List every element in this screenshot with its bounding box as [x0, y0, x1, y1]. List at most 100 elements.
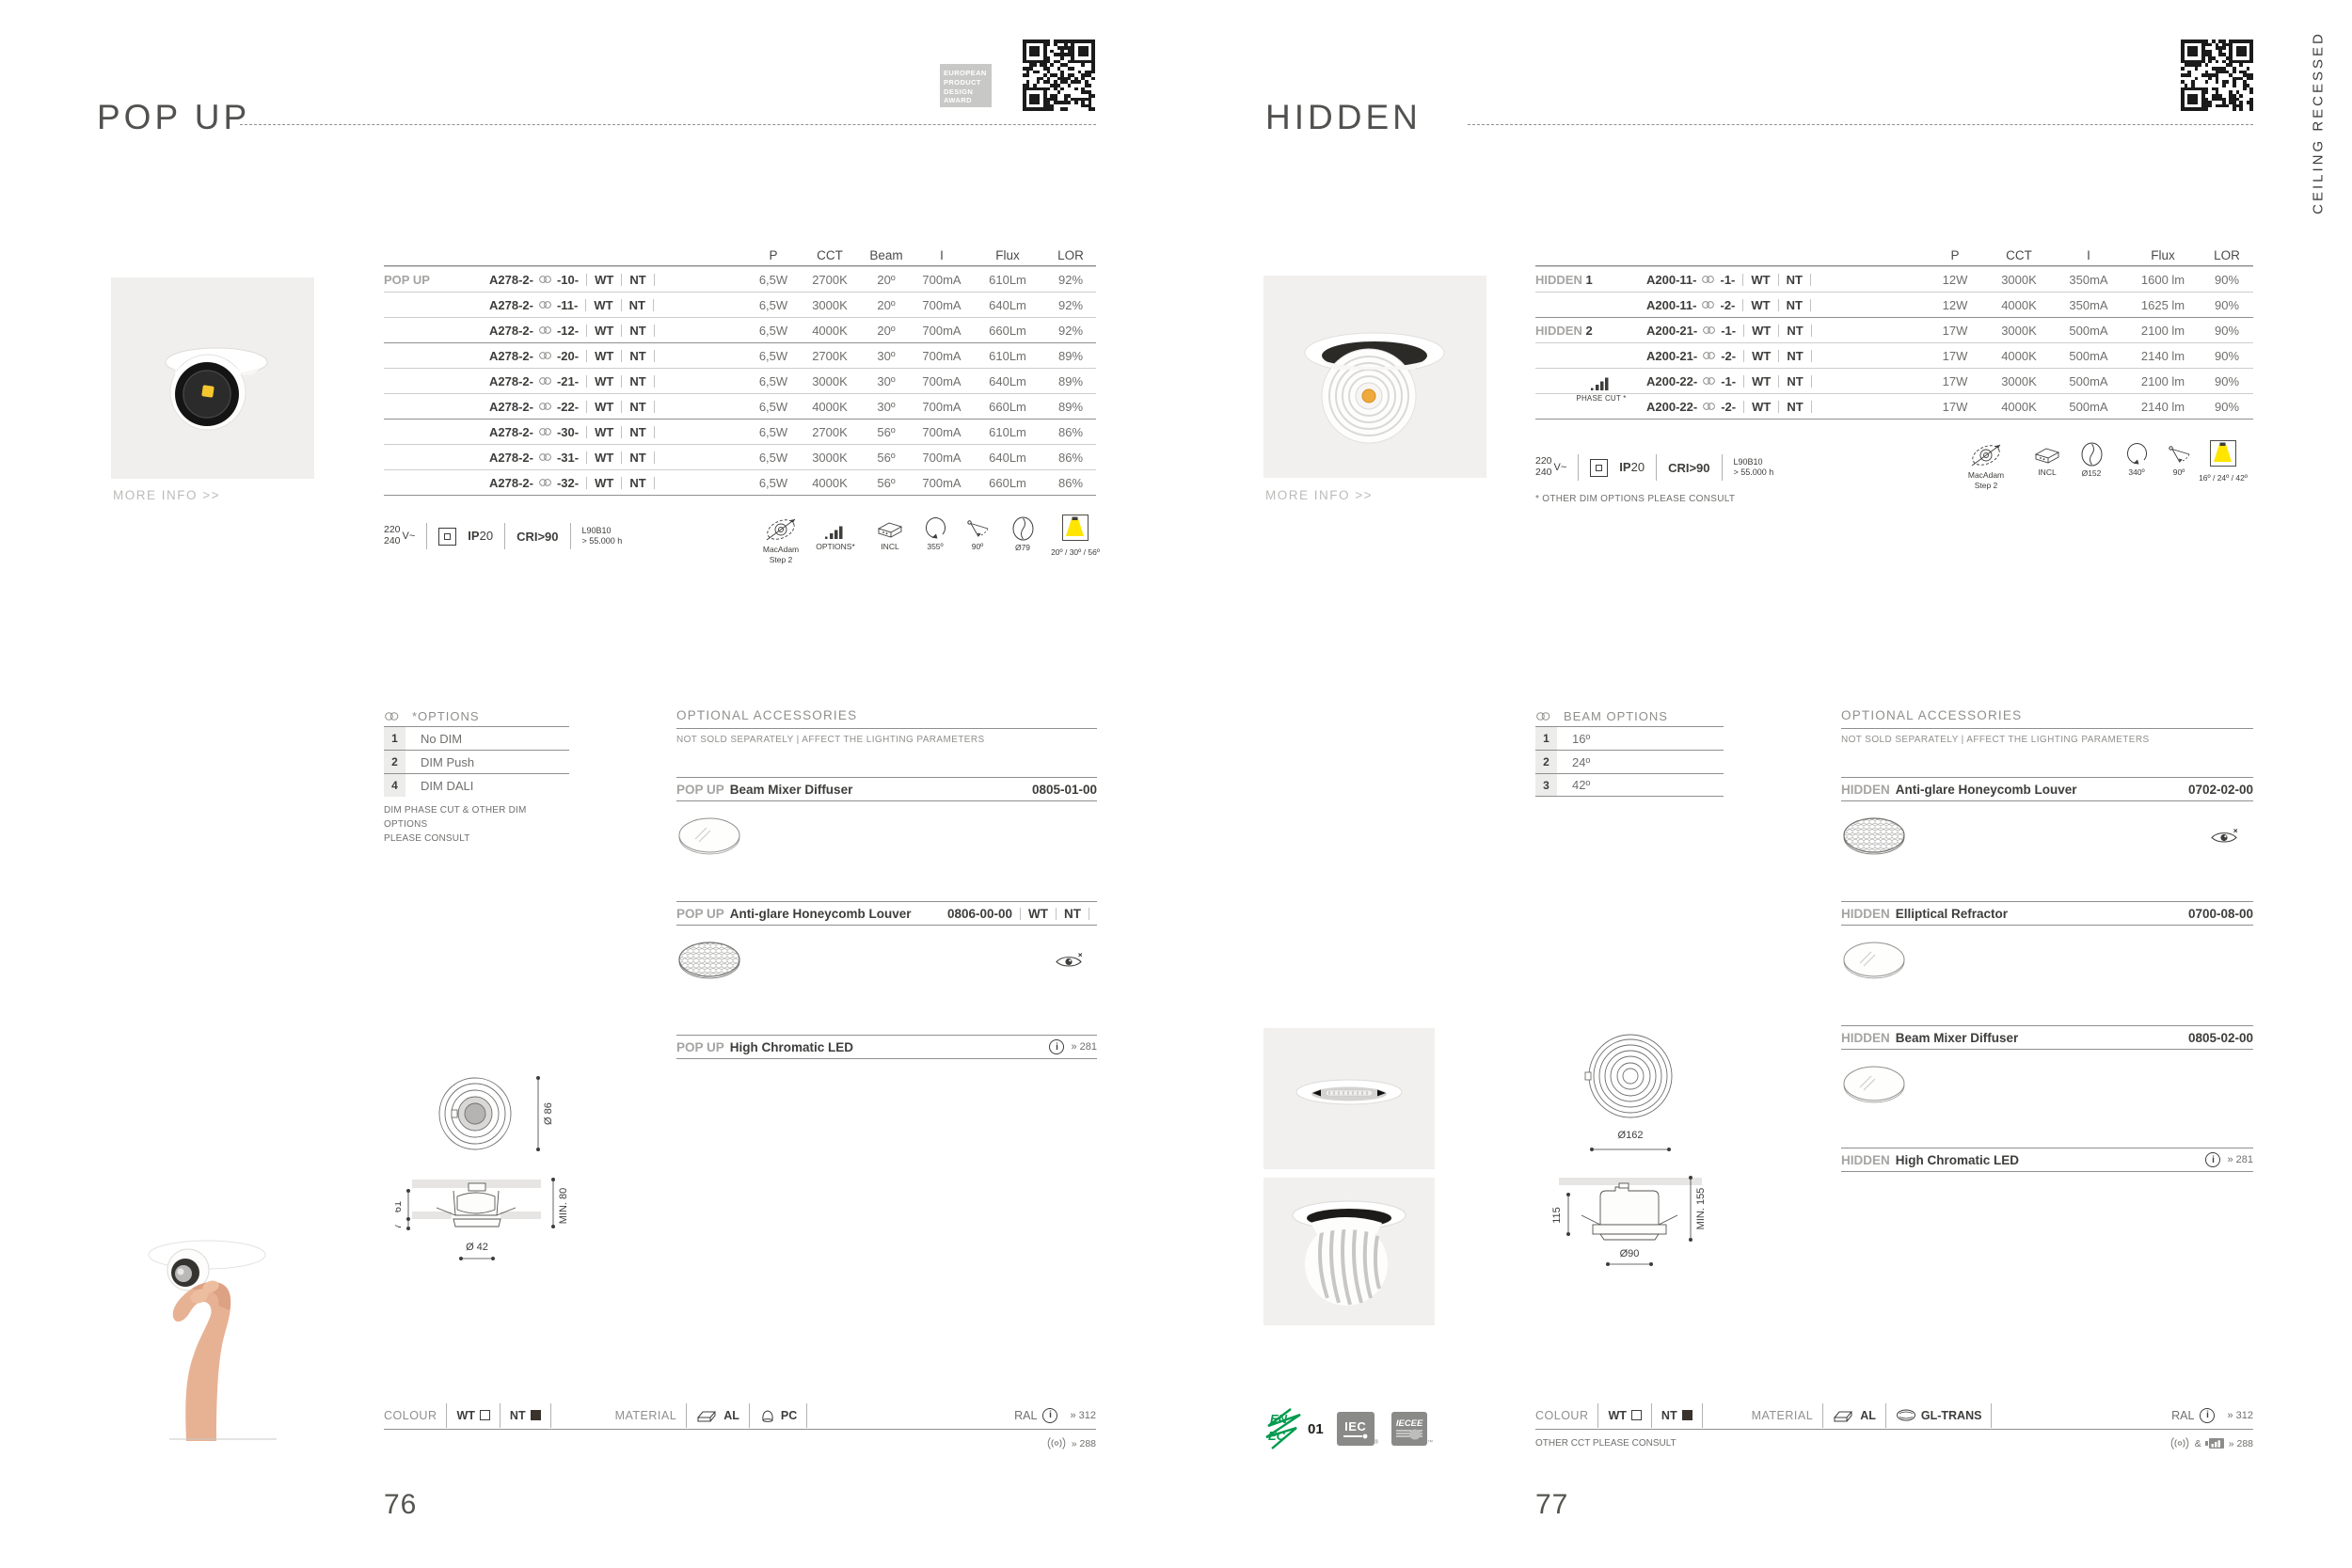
honeycomb-disc-drawing: [1841, 815, 2253, 858]
tilt-icon: 90º: [950, 518, 1005, 552]
svg-text:Ø162: Ø162: [1618, 1130, 1644, 1141]
table-row: A278-2- -32- WT NT 6,5W 4000K 56º 700mA 660Lm 86…: [384, 469, 1096, 495]
beam-option-row: 2 24º: [1535, 750, 1724, 773]
svg-text:EC: EC: [1268, 1429, 1286, 1443]
svg-text:Ø90: Ø90: [1620, 1248, 1640, 1259]
more-info-link-popup[interactable]: MORE INFO >>: [113, 488, 221, 502]
accessory-elliptical-refractor: HIDDEN Elliptical Refractor 0700-08-00: [1841, 901, 2253, 982]
accessories-title: OPTIONAL ACCESSORIES: [676, 708, 1097, 729]
rotation-icon: 340º: [2109, 443, 2164, 478]
recessed-mount-icon: [1590, 458, 1609, 477]
svg-text:MIN. 80: MIN. 80: [558, 1188, 569, 1225]
col-i: I: [2087, 247, 2090, 262]
accessory-beam-mixer: HIDDEN Beam Mixer Diffuser 0805-02-00: [1841, 1025, 2253, 1106]
dim-option-rings-icon: [385, 711, 399, 721]
dimmer-icon: [2204, 1438, 2224, 1449]
popup-footer: COLOUR WT NT MATERIAL AL PC RAL i» 312 » …: [384, 1402, 1096, 1450]
svg-text:Ø 42: Ø 42: [466, 1242, 488, 1253]
ip-rating: IP20: [468, 529, 494, 543]
page-reference: » 281: [2227, 1154, 2253, 1165]
info-icon: i: [2200, 1407, 2216, 1423]
lifetime-spec: L90B10 > 55.000 h: [1733, 456, 1774, 477]
hidden-accessories: OPTIONAL ACCESSORIES NOT SOLD SEPARATELY…: [1841, 708, 2253, 1197]
glass-translucent-icon: [1896, 1409, 1915, 1421]
hidden-electrical-specs: 220 240 V~ IP20 CRI>90 L90B10 > 55.000 h: [1535, 448, 1773, 487]
accessories-subtitle: NOT SOLD SEPARATELY | AFFECT THE LIGHTIN…: [1841, 735, 2150, 745]
page-title-popup: POP UP: [97, 98, 251, 136]
visual-comfort-eye-icon: [1056, 953, 1083, 967]
white-swatch: [479, 1410, 490, 1420]
colour-label: COLOUR: [384, 1408, 437, 1422]
hidden-spec-table: P CCT I Flux LOR HIDDEN 1 A200-11- -1- WT N…: [1535, 245, 2253, 420]
table-row: A200-21- -2- WT NT 17W 4000K 500mA 2140 lm 90%: [1535, 342, 2253, 368]
product-photo-hidden: [1263, 276, 1486, 478]
ip-rating: IP20: [1619, 460, 1645, 474]
col-cct: CCT: [2006, 247, 2032, 262]
category-side-label: CEILING RECESSED: [2310, 31, 2327, 214]
col-cct: CCT: [817, 247, 843, 262]
enec-logo: EN EC 01: [1259, 1405, 1324, 1452]
hand-adjusting-fixture-photo: [148, 1240, 277, 1441]
page-reference: » 288: [2228, 1437, 2253, 1449]
col-p: P: [769, 247, 778, 262]
table-row: A278-2- -20- WT NT 6,5W 2700K 30º 700mA 610Lm 89…: [384, 342, 1096, 368]
black-swatch: [530, 1410, 541, 1420]
certifications: EN EC 01 IEC ® IECEE ™: [1259, 1405, 1433, 1452]
hidden-closed-photo: [1263, 1028, 1435, 1169]
ral-label: RAL: [2171, 1408, 2195, 1422]
options-note: DIM PHASE CUT & OTHER DIM OPTIONS PLEASE …: [384, 805, 527, 844]
svg-text:7: 7: [395, 1224, 404, 1229]
table-row: A278-2- -21- WT NT 6,5W 3000K 30º 700mA 640Lm 89…: [384, 368, 1096, 393]
table-header: P CCT I Flux LOR: [1535, 245, 2253, 266]
hidden-beam-options-table: BEAM OPTIONS 1 16º 2 24º 3 42º: [1535, 705, 1724, 797]
popup-dimension-drawing: Ø 86 61 7 MIN. 80 Ø 42: [395, 1075, 569, 1260]
product-photo-popup: [111, 277, 314, 479]
visual-comfort-eye-icon: [2211, 829, 2238, 843]
black-swatch: [1681, 1410, 1692, 1420]
hidden-extended-photo: [1263, 1178, 1435, 1325]
page-reference: » 312: [2227, 1409, 2253, 1421]
dim-options-icon: OPTIONS*: [808, 520, 863, 552]
info-icon: i: [1049, 1039, 1065, 1054]
cutout-icon: Ø79: [995, 516, 1050, 553]
wireless-control-icon: [1047, 1437, 1066, 1449]
accessory-honeycomb-louver: POP UP Anti-glare Honeycomb Louver 0806-…: [676, 901, 1097, 982]
svg-text:Ø 86: Ø 86: [543, 1102, 554, 1125]
option-row: 2 DIM Push: [384, 750, 569, 773]
white-swatch: [1630, 1410, 1642, 1420]
table-header: P CCT Beam I Flux LOR: [384, 245, 1096, 266]
more-info-link-hidden[interactable]: MORE INFO >>: [1265, 488, 1374, 502]
voltage-spec: 220 240 V~: [1535, 455, 1567, 478]
info-icon: i: [1042, 1407, 1058, 1423]
tilt-icon: 90º: [2152, 444, 2206, 478]
recessed-mount-icon: [438, 527, 457, 546]
phase-cut-indicator: PHASE CUT *: [1573, 375, 1629, 403]
macadam-icon: MacAdam Step 2: [754, 516, 808, 564]
beam-angles-icon: 16º / 24º / 42º: [2190, 440, 2256, 483]
diffuser-disc-drawing: [676, 815, 1097, 858]
beam-option-row: 1 16º: [1535, 726, 1724, 750]
accessory-high-chromatic-led: HIDDEN High Chromatic LED i» 281: [1841, 1148, 2253, 1172]
beam-option-rings-icon: [1536, 711, 1550, 721]
option-row: 4 DIM DALI: [384, 773, 569, 797]
page-number-left: 76: [384, 1489, 418, 1520]
option-row: 1 No DIM: [384, 726, 569, 750]
svg-text:MIN. 155: MIN. 155: [1695, 1188, 1707, 1230]
beam-angles-icon: 20º / 30º / 56º: [1042, 515, 1108, 558]
ral-label: RAL: [1014, 1408, 1038, 1422]
title-rule: [1468, 124, 2253, 125]
popup-fixture-illustration: [165, 347, 268, 431]
dim-option-rings-icon: [538, 275, 552, 284]
macadam-icon: MacAdam Step 2: [1959, 442, 2013, 490]
aluminium-icon: [697, 1411, 717, 1421]
table-row: A200-11- -2- WT NT 12W 4000K 350mA 1625 lm 90%: [1535, 292, 2253, 317]
info-icon: i: [2205, 1152, 2221, 1167]
table-row: A278-2- -22- WT NT 6,5W 4000K 30º 700mA 660Lm 89…: [384, 393, 1096, 419]
accessory-honeycomb-louver: HIDDEN Anti-glare Honeycomb Louver 0702-…: [1841, 777, 2253, 858]
cri-rating: CRI>90: [1668, 460, 1710, 475]
iec-logo: IEC ®: [1336, 1412, 1378, 1446]
popup-electrical-specs: 220 240 V~ IP20 CRI>90 L90B10 > 55.000 h: [384, 516, 622, 556]
hidden-footer: COLOUR WT NT MATERIAL AL GL-TRANS RAL i» …: [1535, 1402, 2253, 1450]
title-rule: [240, 124, 1096, 125]
